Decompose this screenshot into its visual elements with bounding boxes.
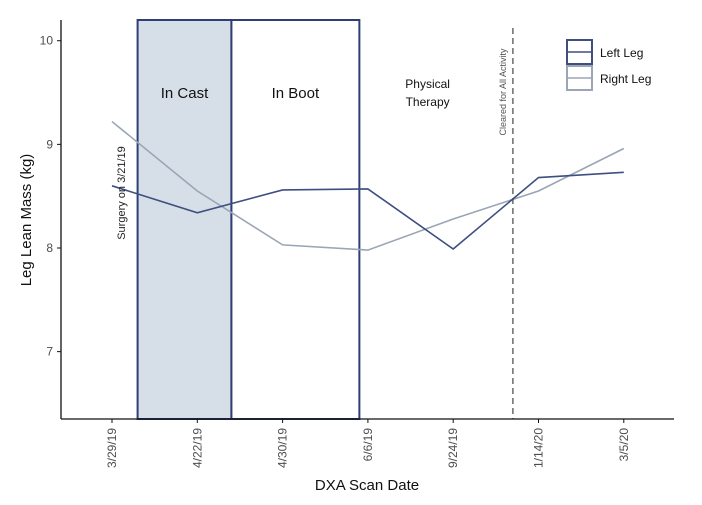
y-tick-label: 9 — [46, 137, 53, 151]
legend-label-right-leg: Right Leg — [600, 72, 651, 86]
legend-label-left-leg: Left Leg — [600, 46, 643, 60]
region-label-in-boot: In Boot — [272, 85, 320, 102]
region-label-in-cast: In Cast — [161, 85, 209, 102]
y-tick-label: 8 — [46, 241, 53, 255]
x-tick-label: 4/30/19 — [276, 428, 290, 468]
x-tick-label: 6/6/19 — [361, 428, 375, 462]
series-line-right-leg — [111, 120, 625, 251]
surgery-annotation: Surgery on 3/21/19 — [116, 146, 128, 240]
phase-label-line2: Therapy — [406, 95, 450, 109]
treatment-regions: In Cast In Boot — [136, 19, 361, 420]
series-lines — [111, 120, 625, 251]
phase-label-line1: Physical — [405, 77, 450, 91]
x-tick-label: 3/29/19 — [105, 428, 119, 468]
y-tick-label: 7 — [46, 345, 53, 359]
x-tick-label: 1/14/20 — [532, 428, 546, 468]
x-tick-label: 9/24/19 — [446, 428, 460, 468]
x-tick-label: 3/5/20 — [617, 428, 631, 462]
legend: Left Leg Right Leg — [566, 39, 651, 91]
x-axis-title: DXA Scan Date — [315, 477, 419, 494]
annotations: Cleared for All Activity Surgery on 3/21/… — [116, 28, 514, 419]
series-line-left-leg — [111, 171, 624, 251]
y-tick-label: 10 — [40, 34, 54, 48]
y-axis-title: Leg Lean Mass (kg) — [18, 154, 35, 287]
x-tick-label: 4/22/19 — [190, 428, 204, 468]
region-in-boot — [230, 19, 361, 420]
region-in-cast — [136, 19, 233, 420]
cleared-annotation: Cleared for All Activity — [498, 48, 508, 136]
y-ticks: 7 8 9 10 — [40, 34, 61, 359]
x-ticks: 3/29/19 4/22/19 4/30/19 6/6/19 9/24/19 1/14/2… — [105, 419, 631, 468]
